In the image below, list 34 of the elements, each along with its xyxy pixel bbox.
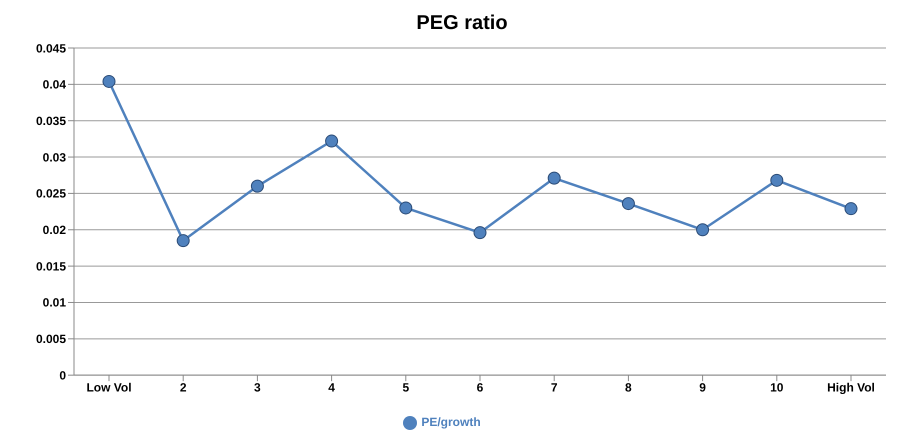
- y-tick-label: 0.04: [42, 78, 66, 92]
- x-tick-label: 4: [328, 380, 336, 395]
- y-tick-label: 0.005: [36, 332, 66, 346]
- x-tick-label: 3: [254, 380, 262, 395]
- y-tick-label: 0.025: [36, 186, 66, 201]
- point: [102, 74, 116, 88]
- point: [622, 197, 635, 210]
- y-tick-label: 0.035: [36, 114, 66, 128]
- y-tick-label: 0: [59, 368, 66, 382]
- point: [844, 202, 858, 216]
- legend-label: PE/growth: [421, 415, 481, 430]
- y-tick-label: 0.015: [36, 259, 66, 274]
- y-tick-label: 0.045: [36, 41, 66, 56]
- y-tick-label: 0.01: [42, 296, 66, 310]
- point: [548, 172, 561, 185]
- x-tick-label: 7: [550, 380, 558, 395]
- x-tick-label: Low Vol: [86, 380, 132, 395]
- point: [770, 174, 784, 187]
- y-tick-label: 0.03: [42, 150, 66, 164]
- x-tick-label: 5: [402, 380, 410, 395]
- point: [696, 223, 710, 236]
- y-tick-label: 0.02: [42, 223, 66, 238]
- x-tick-label: 8: [625, 380, 632, 395]
- x-tick-label: 2: [180, 380, 187, 395]
- point: [474, 226, 486, 240]
- x-tick-label: 9: [699, 380, 706, 395]
- x-tick-label: 6: [476, 380, 484, 395]
- x-tick-label: High Vol: [827, 380, 875, 395]
- point: [176, 234, 190, 248]
- point: [399, 201, 412, 214]
- point: [325, 134, 338, 148]
- point: [250, 180, 264, 193]
- chart-title: PEG ratio: [415, 11, 509, 36]
- x-tick-label: 10: [770, 380, 784, 395]
